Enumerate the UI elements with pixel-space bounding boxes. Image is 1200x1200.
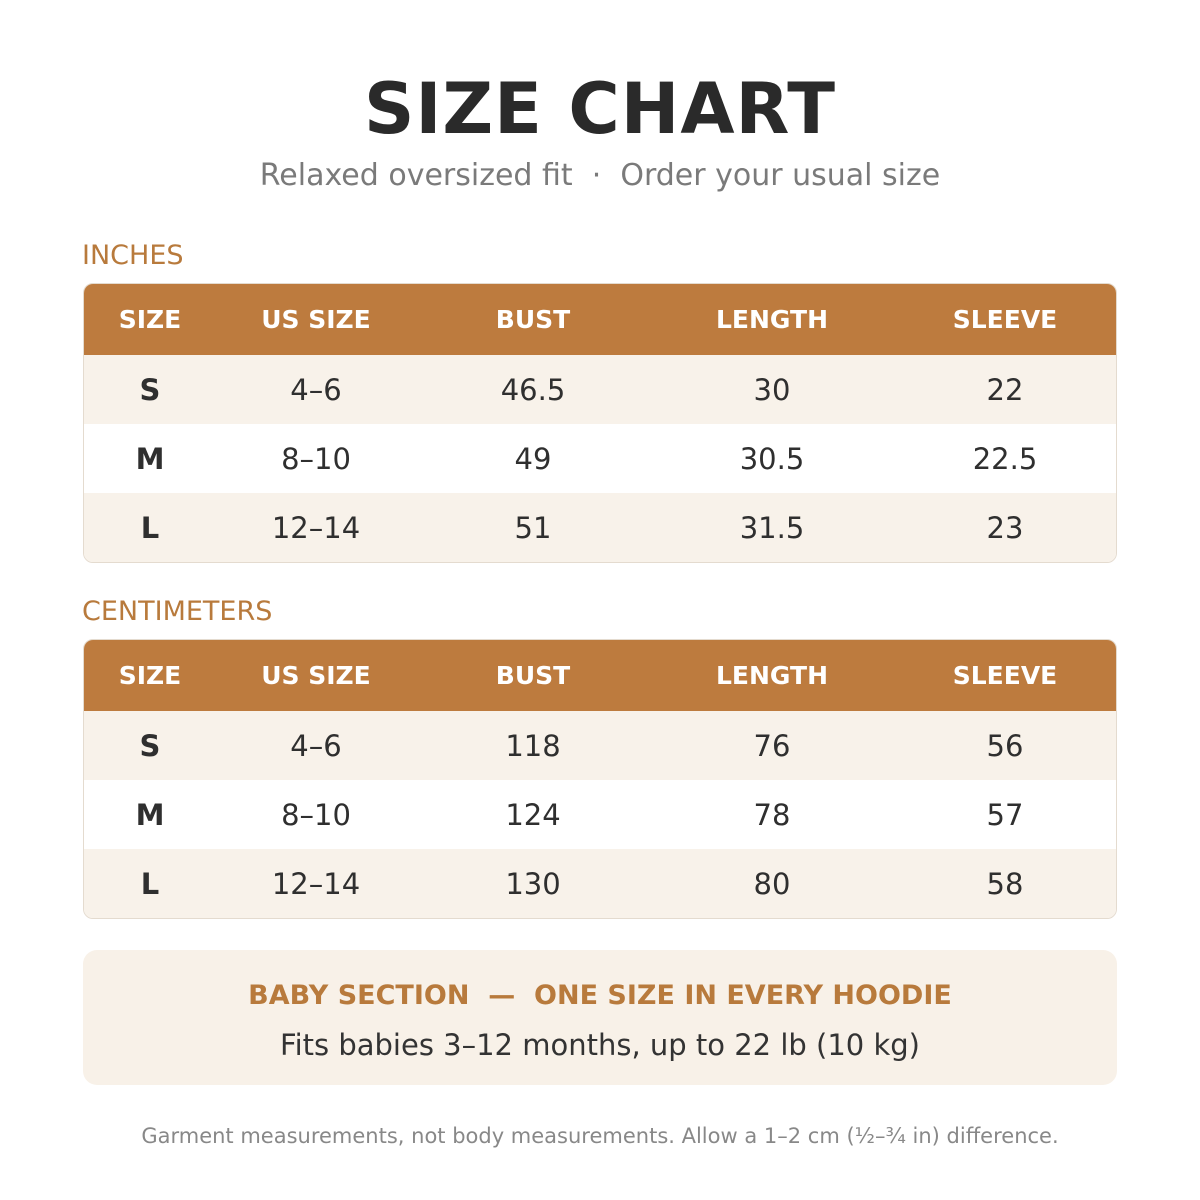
column-header: SIZE bbox=[118, 661, 182, 690]
value-cell: 118 bbox=[505, 728, 561, 763]
column-header: BUST bbox=[495, 661, 571, 690]
baby-text: Fits babies 3–12 months, up to 22 lb (10… bbox=[280, 1028, 920, 1062]
table-row: S 4–6 46.5 30 22 bbox=[84, 355, 1116, 424]
value-cell: 58 bbox=[986, 866, 1024, 901]
value-cell: 80 bbox=[753, 866, 791, 901]
value-cell: 22.5 bbox=[972, 441, 1038, 476]
footnote: Garment measurements, not body measureme… bbox=[141, 1124, 1059, 1148]
value-cell: 76 bbox=[753, 728, 791, 763]
value-cell: 124 bbox=[505, 797, 561, 832]
value-cell: 130 bbox=[505, 866, 561, 901]
value-cell: 46.5 bbox=[500, 372, 566, 407]
section-label: INCHES bbox=[82, 240, 184, 271]
value-cell: 78 bbox=[753, 797, 791, 832]
size-cell: S bbox=[139, 372, 161, 407]
column-header: SLEEVE bbox=[952, 661, 1058, 690]
table-row: L 12–14 130 80 58 bbox=[84, 849, 1116, 918]
column-header: SLEEVE bbox=[952, 305, 1058, 334]
table-row: M 8–10 49 30.5 22.5 bbox=[84, 424, 1116, 493]
value-cell: 8–10 bbox=[281, 441, 351, 476]
value-cell: 12–14 bbox=[271, 866, 361, 901]
size-table: SIZE US SIZE BUST LENGTH SLEEVE S 4–6 118 76 56 M 8… bbox=[83, 639, 1117, 919]
size-table: SIZE US SIZE BUST LENGTH SLEEVE S 4–6 46.5 30 22 M… bbox=[83, 283, 1117, 563]
section-label: CENTIMETERS bbox=[82, 596, 273, 627]
value-cell: 22 bbox=[986, 372, 1024, 407]
value-cell: 8–10 bbox=[281, 797, 351, 832]
size-cell: S bbox=[139, 728, 161, 763]
table-row: S 4–6 118 76 56 bbox=[84, 711, 1116, 780]
value-cell: 4–6 bbox=[290, 728, 342, 763]
size-cell: M bbox=[135, 441, 165, 476]
column-header: SIZE bbox=[118, 305, 182, 334]
column-header: LENGTH bbox=[716, 661, 828, 690]
subtitle: Relaxed oversized fit · Order your usual… bbox=[259, 158, 941, 193]
value-cell: 57 bbox=[986, 797, 1024, 832]
value-cell: 4–6 bbox=[290, 372, 342, 407]
header-row: SIZE US SIZE BUST LENGTH SLEEVE bbox=[84, 284, 1116, 355]
header-row: SIZE US SIZE BUST LENGTH SLEEVE bbox=[84, 640, 1116, 711]
table-row: M 8–10 124 78 57 bbox=[84, 780, 1116, 849]
column-header: LENGTH bbox=[716, 305, 828, 334]
value-cell: 51 bbox=[514, 510, 552, 545]
value-cell: 31.5 bbox=[739, 510, 805, 545]
title: SIZE CHART bbox=[363, 68, 837, 150]
table-row: L 12–14 51 31.5 23 bbox=[84, 493, 1116, 562]
column-header: US SIZE bbox=[261, 305, 371, 334]
value-cell: 56 bbox=[986, 728, 1024, 763]
baby-heading: BABY SECTION — ONE SIZE IN EVERY HOODIE bbox=[248, 980, 952, 1011]
value-cell: 23 bbox=[986, 510, 1024, 545]
size-cell: L bbox=[140, 510, 160, 545]
value-cell: 30.5 bbox=[739, 441, 805, 476]
column-header: US SIZE bbox=[261, 661, 371, 690]
size-cell: L bbox=[140, 866, 160, 901]
column-header: BUST bbox=[495, 305, 571, 334]
value-cell: 30 bbox=[753, 372, 791, 407]
value-cell: 12–14 bbox=[271, 510, 361, 545]
value-cell: 49 bbox=[514, 441, 552, 476]
baby-box: BABY SECTION — ONE SIZE IN EVERY HOODIE … bbox=[83, 950, 1117, 1085]
size-cell: M bbox=[135, 797, 165, 832]
